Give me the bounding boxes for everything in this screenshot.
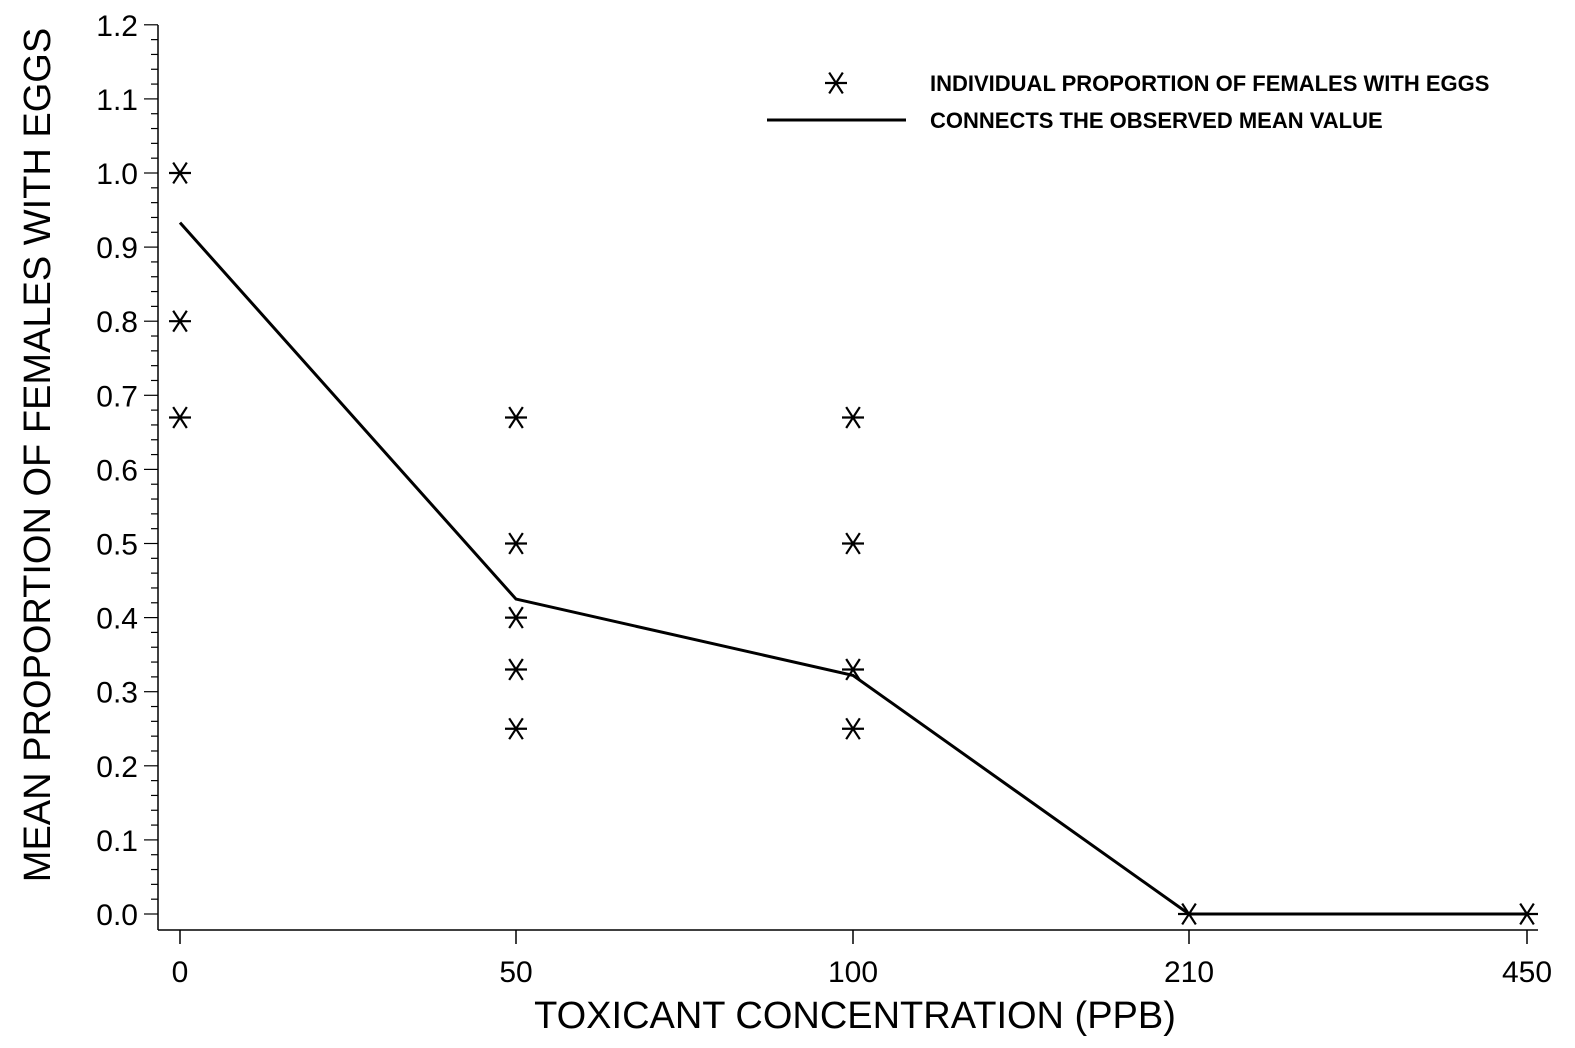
data-point-asterisk xyxy=(169,406,191,429)
axes: 0.0 0.1 0.2 0.3 0.4 0.5 0.6 0.7 0.8 0.9 1.0 1.1 1.2 0… xyxy=(96,10,1552,989)
y-tick-label: 0.0 xyxy=(96,899,138,932)
data-point-asterisk xyxy=(1516,902,1538,926)
data-point-asterisk xyxy=(842,406,864,429)
y-axis-title: MEAN PROPORTION OF FEMALES WITH EGGS xyxy=(17,28,59,882)
legend-label-mean: CONNECTS THE OBSERVED MEAN VALUE xyxy=(930,108,1383,133)
data-point-asterisk xyxy=(505,406,527,429)
data-point-asterisk xyxy=(505,658,527,681)
data-point-asterisk xyxy=(505,532,527,555)
x-tick-label: 100 xyxy=(828,956,878,989)
mean-line xyxy=(178,221,1527,916)
x-tick-label: 50 xyxy=(499,956,532,989)
asterisk-stroke xyxy=(845,406,861,429)
legend-label-individual: INDIVIDUAL PROPORTION OF FEMALES WITH EG… xyxy=(930,71,1489,96)
y-tick-label: 0.8 xyxy=(96,306,138,339)
y-tick-label: 1.0 xyxy=(96,158,138,191)
data-point-asterisk xyxy=(505,606,527,629)
asterisk-stroke xyxy=(172,161,188,185)
data-point-asterisk xyxy=(1178,902,1200,926)
y-tick-label: 0.4 xyxy=(96,603,138,636)
data-point-asterisk xyxy=(842,717,864,740)
y-tick-label: 0.9 xyxy=(96,232,138,265)
y-tick-label: 0.5 xyxy=(96,529,138,562)
asterisk-stroke xyxy=(172,406,188,429)
asterisk-stroke xyxy=(845,532,861,555)
data-point-asterisk xyxy=(505,717,527,740)
data-point-asterisk xyxy=(169,161,191,185)
asterisk-stroke xyxy=(508,658,524,681)
asterisk-stroke xyxy=(508,406,524,429)
y-tick-label: 0.7 xyxy=(96,380,138,413)
x-tick-label: 210 xyxy=(1164,956,1214,989)
data-point-asterisk xyxy=(842,658,864,681)
y-tick-label: 0.3 xyxy=(96,677,138,710)
data-point-asterisk xyxy=(842,532,864,555)
x-axis-title: TOXICANT CONCENTRATION (PPB) xyxy=(534,995,1176,1037)
asterisk-stroke xyxy=(1181,902,1197,926)
asterisk-stroke xyxy=(845,658,861,681)
y-tick-label: 0.1 xyxy=(96,825,138,858)
plot-area xyxy=(169,161,1538,926)
asterisk-stroke xyxy=(845,717,861,740)
legend-asterisk-marker xyxy=(825,71,847,95)
asterisk-stroke xyxy=(508,606,524,629)
x-tick-label: 450 xyxy=(1502,956,1552,989)
y-tick-label: 1.2 xyxy=(96,10,138,43)
asterisk-stroke xyxy=(1519,902,1535,926)
legend: INDIVIDUAL PROPORTION OF FEMALES WITH EG… xyxy=(767,71,1489,133)
asterisk-stroke xyxy=(172,310,188,333)
asterisk-stroke xyxy=(508,532,524,555)
asterisk-stroke xyxy=(508,717,524,740)
x-tick-label: 0 xyxy=(172,956,189,989)
y-tick-label: 0.6 xyxy=(96,454,138,487)
y-tick-label: 1.1 xyxy=(96,84,138,117)
data-point-asterisk xyxy=(169,310,191,333)
y-tick-label: 0.2 xyxy=(96,751,138,784)
asterisk-stroke xyxy=(828,71,844,95)
